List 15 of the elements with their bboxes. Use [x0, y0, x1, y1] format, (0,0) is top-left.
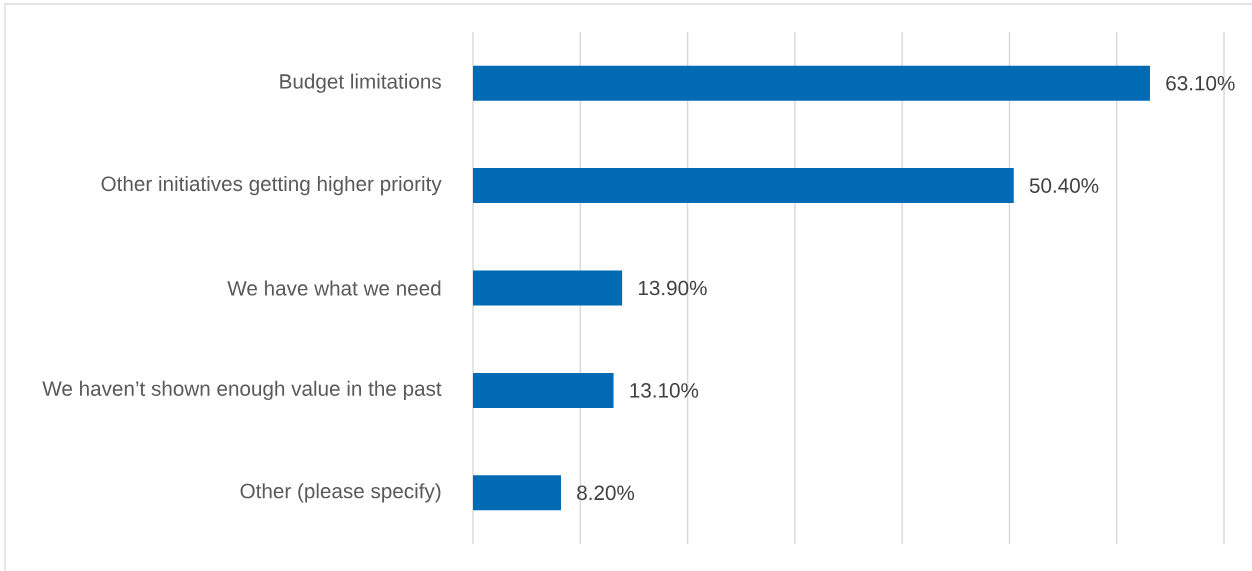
y-tick-label: Other (please specify)	[240, 483, 441, 503]
data-label: 8.20%	[577, 485, 635, 501]
bar	[473, 65, 1150, 101]
y-tick-label: Other initiatives getting higher priority	[101, 175, 442, 196]
bar	[473, 270, 623, 306]
y-tick-label: We have what we need	[227, 280, 441, 296]
bar	[473, 475, 561, 511]
bar	[473, 372, 614, 408]
data-label: 13.10%	[630, 383, 699, 398]
data-label: 50.40%	[1029, 178, 1099, 193]
y-tick-label: We haven’t shown enough value in the past	[42, 380, 442, 401]
data-label: 63.10%	[1166, 75, 1235, 91]
y-tick-label: Budget limitations	[280, 73, 441, 93]
data-label: 13.90%	[638, 280, 707, 296]
bar	[473, 168, 1014, 204]
